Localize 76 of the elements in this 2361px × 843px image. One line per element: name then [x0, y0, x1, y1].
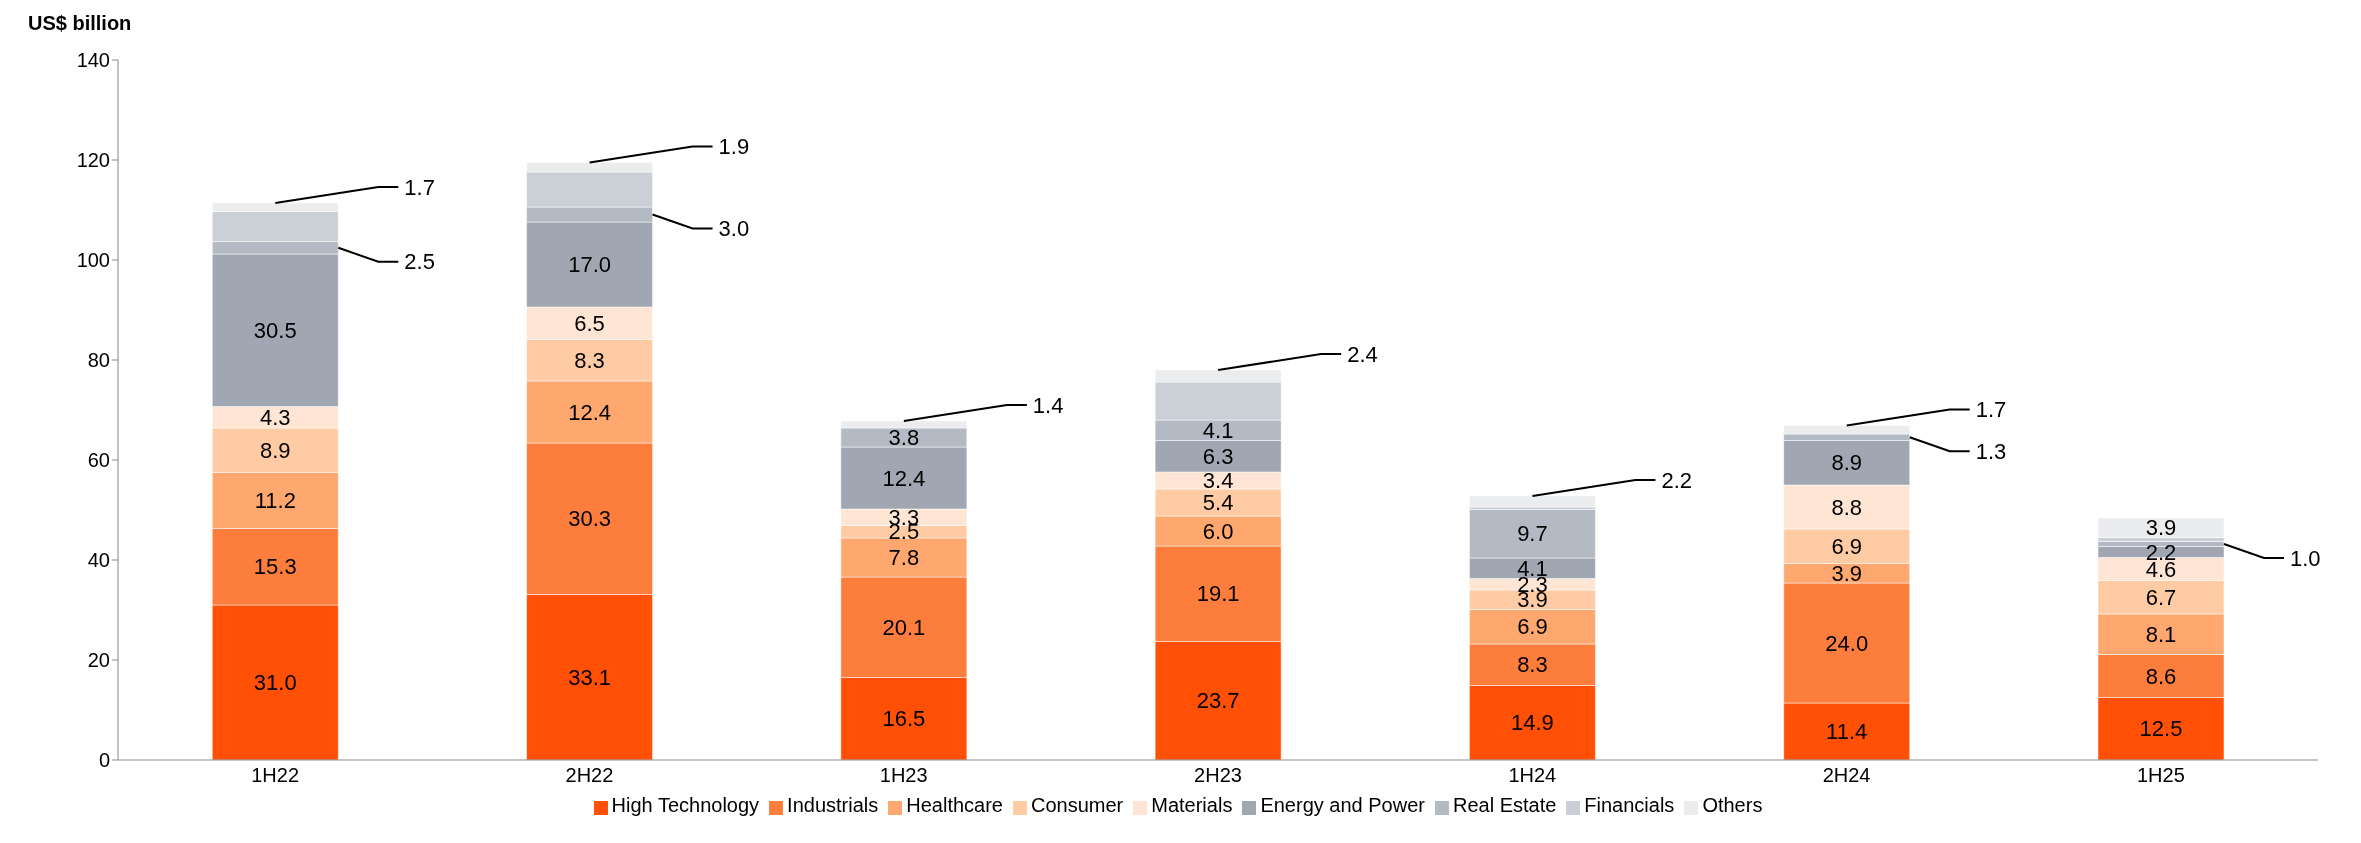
data-label: 2.2 — [1661, 467, 1693, 493]
y-tick-label: 40 — [87, 549, 110, 572]
data-label: 8.9 — [259, 437, 291, 463]
y-tick-label: 80 — [87, 349, 110, 372]
data-label: 1.7 — [404, 174, 435, 200]
y-tick-label: 0 — [98, 749, 110, 772]
data-label: 8.8 — [1831, 494, 1863, 520]
data-label: 6.0 — [1202, 518, 1234, 544]
data-label: 23.7 — [1196, 688, 1240, 714]
data-label: 6.9 — [1517, 614, 1548, 640]
data-label: 31.0 — [253, 670, 297, 695]
x-tick-label: 2H24 — [1822, 764, 1871, 787]
data-label: 6.3 — [1202, 443, 1234, 469]
data-label: 30.5 — [253, 317, 297, 343]
data-label: 6.7 — [2145, 584, 2177, 610]
data-label: 1.7 — [1975, 397, 2007, 422]
data-label: 33.1 — [568, 664, 611, 690]
data-label: 20.1 — [882, 614, 926, 640]
legend-label: Others — [1702, 794, 1763, 816]
data-label: 11.2 — [254, 488, 296, 513]
data-label: 15.3 — [253, 554, 297, 580]
data-label: 17.0 — [568, 252, 611, 277]
data-label: 7.8 — [888, 545, 920, 570]
legend-label: Energy and Power — [1260, 794, 1425, 816]
data-label: 3.8 — [888, 425, 920, 450]
bar — [1469, 495, 1596, 508]
data-label: 12.4 — [882, 465, 926, 491]
data-label: 3.4 — [1202, 468, 1234, 493]
y-tick-label: 140 — [76, 49, 110, 72]
data-label: 8.9 — [1831, 450, 1863, 476]
data-label: 8.1 — [2145, 621, 2177, 647]
x-tick-label: 2H22 — [565, 764, 614, 787]
data-label: 8.3 — [1517, 652, 1548, 678]
data-label: 1.3 — [1975, 438, 2007, 464]
data-label: 8.6 — [2145, 663, 2177, 689]
data-label: 4.3 — [259, 404, 291, 430]
data-label: 1.4 — [1032, 392, 1064, 418]
y-tick-label: 120 — [76, 149, 110, 172]
x-tick-label: 1H23 — [879, 764, 928, 787]
data-label: 24.0 — [1825, 630, 1869, 656]
data-label: 1.9 — [718, 134, 750, 159]
data-label: 9.7 — [1517, 521, 1548, 547]
data-label: 3.9 — [2145, 515, 2177, 541]
legend-label: Healthcare — [906, 794, 1003, 816]
data-label: 12.4 — [568, 399, 611, 425]
data-label: 19.1 — [1196, 581, 1240, 607]
legend-label: High Technology — [611, 794, 760, 816]
x-tick-label: 1H24 — [1508, 764, 1557, 787]
data-label: 4.1 — [1202, 417, 1234, 443]
data-label: 6.9 — [1831, 533, 1863, 559]
x-tick-label: 1H22 — [251, 764, 300, 787]
y-axis-title: US$ billion — [28, 12, 132, 35]
data-label: 11.4 — [1826, 719, 1868, 744]
x-tick-label: 1H25 — [2136, 764, 2185, 787]
data-label: 2.5 — [404, 249, 435, 275]
data-label: 6.5 — [574, 310, 605, 336]
legend-label: Industrials — [787, 794, 879, 816]
x-tick-label: 2H23 — [1194, 764, 1242, 787]
data-label: 30.3 — [568, 506, 611, 532]
y-tick-label: 100 — [76, 249, 110, 272]
data-label: 8.3 — [574, 347, 605, 373]
data-label: 1.0 — [2290, 545, 2321, 571]
legend-label: Financials — [1584, 794, 1675, 816]
legend-label: Consumer — [1030, 794, 1124, 816]
legend-label: Real Estate — [1452, 794, 1557, 816]
data-label: 3.9 — [1831, 560, 1863, 586]
y-tick-label: 60 — [87, 449, 110, 472]
data-label: 12.5 — [2139, 716, 2183, 742]
legend-label: Materials — [1151, 794, 1233, 816]
data-label: 16.5 — [882, 706, 926, 732]
data-label: 2.4 — [1347, 341, 1378, 367]
data-label: 3.0 — [718, 216, 750, 241]
data-label: 5.4 — [1202, 490, 1234, 515]
bar — [2097, 517, 2225, 538]
y-tick-label: 20 — [87, 649, 110, 672]
data-label: 14.9 — [1511, 710, 1554, 736]
